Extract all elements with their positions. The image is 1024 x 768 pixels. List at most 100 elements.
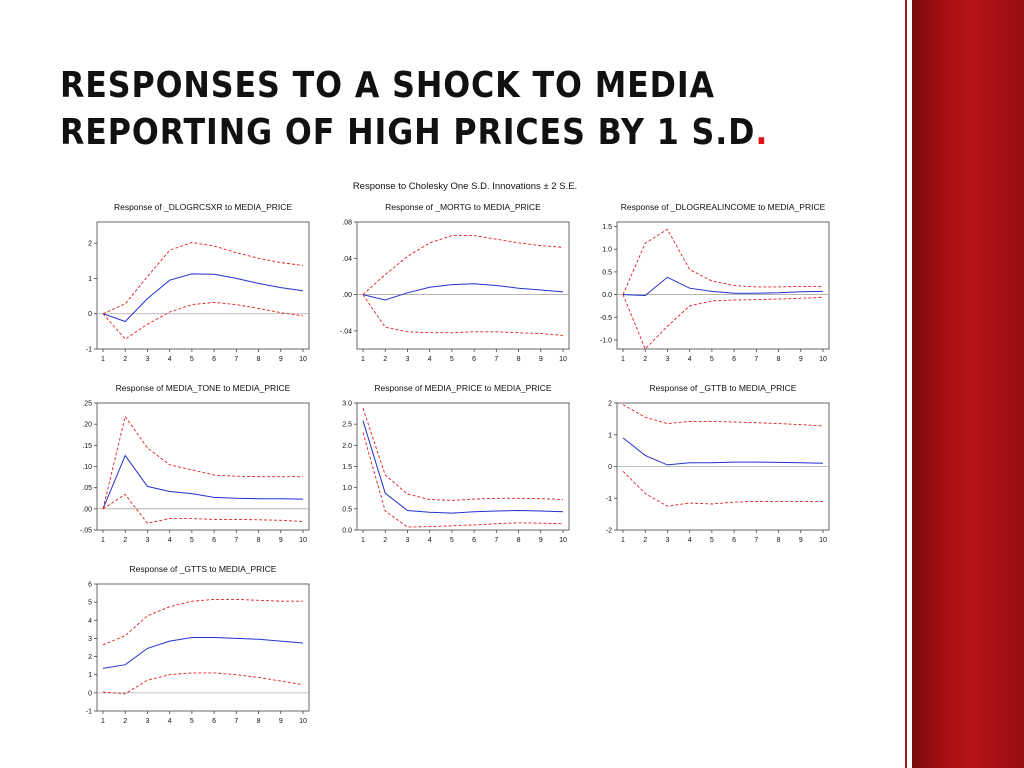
y-tick-label: 0.5 xyxy=(342,506,352,513)
x-tick-label: 2 xyxy=(123,537,127,544)
x-tick-label: 9 xyxy=(279,356,283,363)
y-tick-label: .15 xyxy=(82,443,92,450)
slide-title-dot: . xyxy=(755,112,769,153)
response-line xyxy=(622,437,824,466)
lower-band-line xyxy=(362,432,564,528)
response-line xyxy=(362,283,564,301)
y-tick-label: 1 xyxy=(608,432,612,439)
y-tick-label: 2.0 xyxy=(342,443,352,450)
y-tick-label: -1 xyxy=(86,347,92,354)
x-tick-label: 2 xyxy=(123,718,127,725)
x-tick-label: 10 xyxy=(299,537,307,544)
x-tick-label: 6 xyxy=(732,537,736,544)
x-tick-label: 7 xyxy=(494,356,498,363)
x-tick-label: 9 xyxy=(279,537,283,544)
plot-frame xyxy=(96,221,310,350)
x-tick-label: 5 xyxy=(190,537,194,544)
x-tick-label: 8 xyxy=(517,537,521,544)
x-tick-label: 9 xyxy=(539,356,543,363)
y-tick-label: -1 xyxy=(606,496,612,503)
panel-title: Response of _GTTS to MEDIA_PRICE xyxy=(130,564,277,574)
x-tick-label: 6 xyxy=(212,356,216,363)
x-tick-label: 8 xyxy=(257,356,261,363)
response-line xyxy=(622,276,824,297)
y-tick-label: 1.5 xyxy=(342,464,352,471)
lower-band-line xyxy=(102,672,304,695)
side-divider-line xyxy=(905,0,907,768)
x-tick-label: 3 xyxy=(405,356,409,363)
irf-panel-4: Response of MEDIA_TONE to MEDIA_PRICE -.0… xyxy=(80,383,310,544)
y-tick-label: .00 xyxy=(342,292,352,299)
irf-panel-7: Response of _GTTS to MEDIA_PRICE -1 0 1 2 3 4 5… xyxy=(86,564,310,725)
panel-title: Response of _MORTG to MEDIA_PRICE xyxy=(385,202,541,212)
x-tick-label: 5 xyxy=(710,356,714,363)
x-tick-label: 6 xyxy=(212,537,216,544)
x-tick-label: 10 xyxy=(819,356,827,363)
x-tick-label: 7 xyxy=(234,537,238,544)
irf-panel-5: Response of MEDIA_PRICE to MEDIA_PRICE 0.… xyxy=(342,383,570,544)
irf-panel-3: Response of _DLOGREALINCOME to MEDIA_PRI… xyxy=(600,202,830,363)
slide-title-line-2: REPORTING OF HIGH PRICES BY 1 S.D. xyxy=(60,109,799,156)
y-tick-label: .00 xyxy=(82,506,92,513)
y-tick-label: .10 xyxy=(82,464,92,471)
upper-band-line xyxy=(622,228,823,295)
x-tick-label: 3 xyxy=(405,537,409,544)
y-tick-label: .04 xyxy=(342,256,352,263)
y-tick-label: 1.0 xyxy=(342,485,352,492)
y-tick-label: -1.0 xyxy=(600,337,612,344)
irf-panel-6: Response of _GTTB to MEDIA_PRICE -2 -1 0 1 2 1… xyxy=(606,383,830,544)
panel-title: Response of _DLOGRCSXR to MEDIA_PRICE xyxy=(114,202,292,212)
y-tick-label: .20 xyxy=(82,422,92,429)
x-tick-label: 5 xyxy=(710,537,714,544)
upper-band-line xyxy=(102,242,304,315)
y-tick-label: -1 xyxy=(86,709,92,716)
x-tick-label: 10 xyxy=(819,537,827,544)
y-tick-label: .05 xyxy=(82,485,92,492)
y-tick-label: -.05 xyxy=(80,528,92,535)
x-tick-label: 5 xyxy=(190,356,194,363)
x-tick-label: 8 xyxy=(777,537,781,544)
upper-band-line xyxy=(102,415,303,509)
x-tick-label: 7 xyxy=(754,537,758,544)
plot-frame xyxy=(356,221,570,350)
x-tick-label: 3 xyxy=(145,537,149,544)
x-tick-label: 1 xyxy=(621,356,625,363)
chart-supertitle: Response to Cholesky One S.D. Innovation… xyxy=(352,181,578,192)
y-tick-label: -.04 xyxy=(340,328,352,335)
y-tick-label: 3 xyxy=(88,636,92,643)
y-tick-label: .25 xyxy=(82,401,92,408)
slide-title: RESPONSES TO A SHOCK TO MEDIA REPORTING … xyxy=(60,62,799,156)
lower-band-line xyxy=(362,294,564,336)
x-tick-label: 6 xyxy=(212,718,216,725)
y-tick-label: .08 xyxy=(342,220,352,227)
panel-title: Response of _DLOGREALINCOME to MEDIA_PRI… xyxy=(621,202,826,212)
x-tick-label: 10 xyxy=(559,356,567,363)
y-tick-label: 2.5 xyxy=(342,422,352,429)
x-tick-label: 9 xyxy=(539,537,543,544)
x-tick-label: 1 xyxy=(101,356,105,363)
x-tick-label: 1 xyxy=(361,356,365,363)
x-tick-label: 6 xyxy=(732,356,736,363)
x-tick-label: 7 xyxy=(234,356,238,363)
y-tick-label: 0.0 xyxy=(342,528,352,535)
y-tick-label: 2 xyxy=(88,654,92,661)
x-tick-label: 8 xyxy=(517,356,521,363)
upper-band-line xyxy=(102,598,303,646)
x-tick-label: 6 xyxy=(472,356,476,363)
x-tick-label: 10 xyxy=(299,356,307,363)
panel-title: Response of MEDIA_TONE to MEDIA_PRICE xyxy=(116,383,291,393)
x-tick-label: 4 xyxy=(168,356,172,363)
x-tick-label: 4 xyxy=(428,537,432,544)
x-tick-label: 4 xyxy=(688,356,692,363)
y-tick-label: 2 xyxy=(88,241,92,248)
response-line xyxy=(102,273,304,323)
y-tick-label: 5 xyxy=(88,600,92,607)
panel-title: Response of MEDIA_PRICE to MEDIA_PRICE xyxy=(374,383,551,393)
y-tick-label: -0.5 xyxy=(600,315,612,322)
lower-band-line xyxy=(622,294,824,350)
slide-title-line-1: RESPONSES TO A SHOCK TO MEDIA xyxy=(60,65,715,106)
y-tick-label: -2 xyxy=(606,528,612,535)
slide-title-line-2-text: REPORTING OF HIGH PRICES BY 1 S.D xyxy=(60,112,756,153)
x-tick-label: 5 xyxy=(190,718,194,725)
y-tick-label: 0.0 xyxy=(602,292,612,299)
